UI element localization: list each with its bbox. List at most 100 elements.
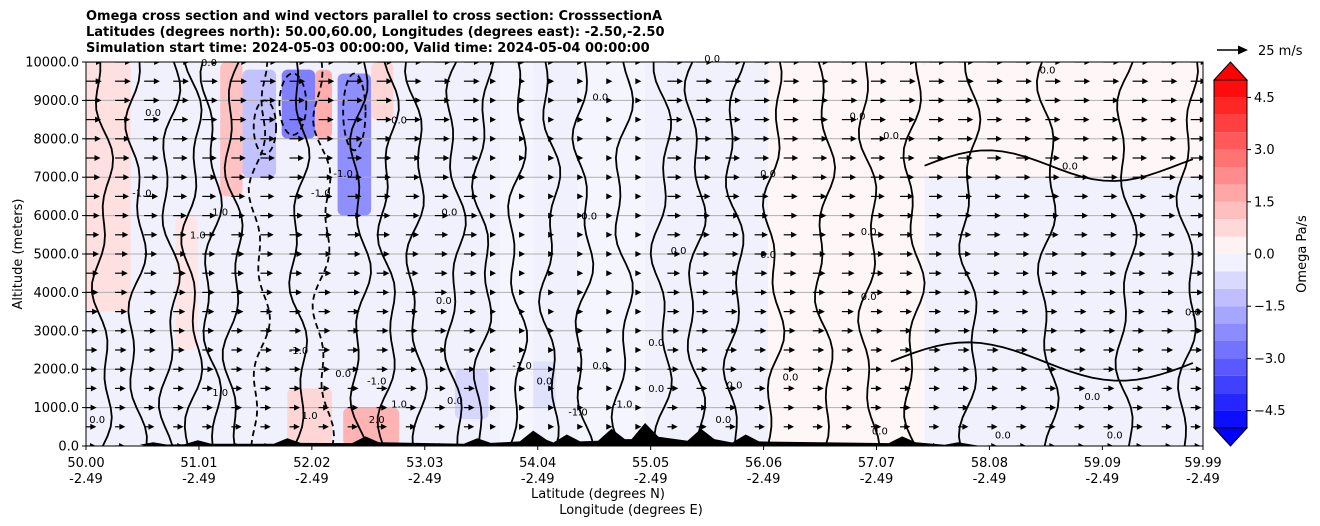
wind-vector	[635, 116, 642, 123]
contour-label: 0.0	[1040, 66, 1056, 77]
wind-vector	[115, 251, 129, 257]
wind-vector	[289, 174, 304, 181]
wind-vector	[231, 270, 245, 277]
wind-vector	[696, 135, 712, 142]
wind-vector	[115, 116, 131, 123]
x-tick-label-lat: 50.00	[67, 456, 104, 471]
wind-vector	[434, 385, 446, 392]
wind-vector	[115, 347, 127, 353]
wind-vector	[289, 116, 305, 123]
wind-vector	[489, 135, 496, 142]
wind-vector	[1074, 270, 1088, 277]
wind-vector	[870, 174, 886, 181]
wind-vector	[870, 212, 885, 219]
wind-vector	[548, 270, 555, 277]
colorbar-tick-label: −1.5	[1254, 300, 1286, 315]
wind-vector	[376, 385, 388, 392]
wind-vector	[1103, 193, 1118, 200]
wind-vector	[958, 78, 974, 85]
wind-vector	[405, 423, 417, 430]
wind-vector	[870, 385, 882, 392]
wind-vector	[260, 270, 274, 277]
omega-region	[242, 69, 277, 178]
x-tick-label-lat: 57.07	[858, 456, 895, 471]
wind-vector	[1132, 135, 1148, 142]
wind-vector	[1103, 366, 1115, 373]
wind-vector	[289, 347, 301, 353]
wind-vector	[635, 212, 642, 219]
wind-vector	[173, 174, 188, 181]
y-tick-label: 10000.0	[25, 56, 79, 71]
wind-vector	[1161, 270, 1175, 277]
wind-vector	[1161, 366, 1173, 373]
wind-vectors	[86, 62, 1203, 446]
wind-vector	[318, 78, 335, 85]
wind-vector	[519, 78, 526, 85]
wind-vector	[376, 347, 389, 353]
wind-vector	[1103, 116, 1119, 123]
terrain	[86, 423, 1203, 446]
wind-vector	[812, 385, 824, 392]
wind-vector	[1074, 78, 1091, 85]
contour-label: 0.0	[782, 373, 798, 384]
wind-vector	[347, 327, 360, 334]
wind-vector	[1190, 443, 1201, 446]
wind-vector	[115, 366, 127, 373]
wind-vector	[519, 347, 526, 353]
wind-vector	[1103, 174, 1118, 181]
wind-vector	[519, 404, 526, 411]
wind-vector	[783, 135, 799, 142]
wind-vector	[987, 62, 1004, 65]
wind-vector	[519, 289, 526, 296]
wind-vector	[841, 212, 856, 219]
wind-vector	[1045, 231, 1059, 238]
wind-vector	[405, 327, 418, 334]
wind-vector	[318, 423, 329, 430]
wind-vector	[1190, 404, 1202, 411]
wind-vector	[606, 327, 613, 334]
wind-vector	[86, 308, 99, 315]
x-tick-label-lat: 59.09	[1084, 456, 1121, 471]
wind-vector	[115, 174, 130, 181]
wind-vector	[202, 212, 216, 219]
wind-vector	[86, 78, 102, 85]
wind-vector	[783, 270, 797, 277]
wind-vector	[173, 366, 185, 373]
wind-vector	[347, 347, 360, 353]
y-tick-label: 5000.0	[34, 248, 80, 263]
wind-vector	[958, 212, 972, 219]
wind-vector	[1074, 174, 1089, 181]
wind-vector	[667, 78, 684, 85]
wind-vector	[1074, 443, 1085, 446]
wind-vector	[958, 423, 969, 430]
contour-label: 0.0	[592, 92, 608, 103]
wind-vector	[463, 116, 480, 123]
x-tick-label-lat: 54.04	[519, 456, 556, 471]
y-tick-label: 2000.0	[34, 363, 80, 378]
wind-vector	[606, 62, 613, 65]
wind-vector	[463, 347, 476, 353]
wind-vector	[260, 289, 273, 296]
wind-vector	[812, 327, 825, 334]
wind-vector	[870, 347, 883, 353]
wind-vector	[376, 423, 388, 430]
wind-vector	[812, 366, 824, 373]
wind-vector	[606, 116, 613, 123]
contour-loop	[342, 72, 367, 152]
wind-vector	[899, 155, 915, 161]
plot-area: -1.0 1.0 -1.0 0.0 0.0 0.0 0.0 0.0 0.0 0.0 0.0 0.0 0.…	[85, 54, 1204, 447]
wind-vector	[1103, 385, 1115, 392]
wind-vector	[606, 212, 613, 219]
wind-vector	[987, 174, 1002, 181]
wind-vector	[783, 116, 799, 123]
contour-label: 0.0	[861, 292, 877, 303]
wind-vector	[929, 289, 942, 296]
contour-label: 0.0	[648, 338, 664, 349]
wind-vector	[405, 308, 418, 315]
wind-vector	[519, 155, 526, 161]
wind-vector	[376, 270, 390, 277]
wind-vector	[318, 404, 330, 411]
wind-vector	[635, 62, 642, 65]
wind-vector	[434, 78, 451, 85]
wind-vector	[754, 289, 768, 296]
